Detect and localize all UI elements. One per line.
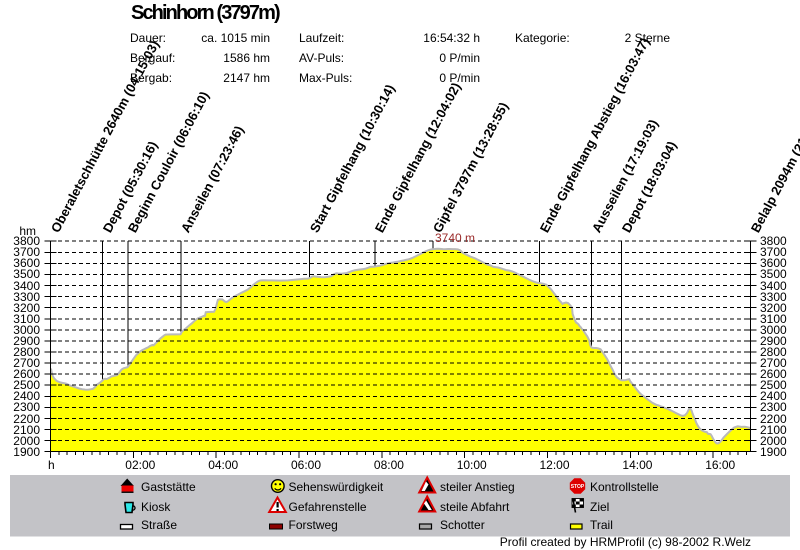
svg-text:STOP: STOP bbox=[571, 484, 585, 490]
